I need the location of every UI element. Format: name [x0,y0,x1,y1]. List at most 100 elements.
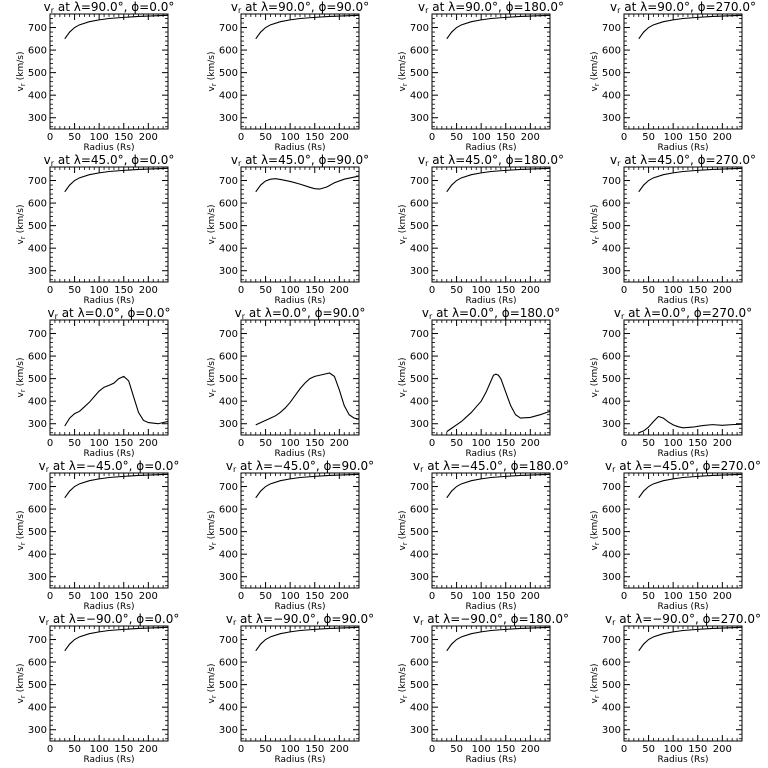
y-axis-label-subscript: r [19,236,27,239]
y-axis-label-subscript: r [401,542,409,545]
x-tick-label: 50 [259,591,272,602]
title-subscript: r [233,465,237,474]
y-tick-label: 700 [410,635,429,646]
y-tick-label: 700 [602,635,621,646]
x-tick-label: 0 [47,132,53,143]
x-tick-label: 200 [521,132,540,143]
y-tick-label: 500 [28,68,47,79]
plot-title: vr at λ=−90.0°, ϕ=0.0° [39,612,180,627]
y-axis-label-subscript: r [19,389,27,392]
plot-title: vr at λ=−45.0°, ϕ=0.0° [39,459,180,474]
x-tick-label: 200 [330,285,349,296]
y-axis-label-subscript: r [593,236,601,239]
x-tick-label: 200 [330,744,349,755]
x-tick-label: 200 [330,132,349,143]
y-axis-label: vr (km/s) [207,358,218,398]
y-axis-label-units: (km/s) [590,205,600,234]
x-tick-label: 200 [330,591,349,602]
y-tick-label: 400 [602,550,621,561]
y-axis-label-symbol: v [16,238,26,244]
x-tick-label: 150 [688,438,707,449]
y-axis-label-symbol: v [398,697,408,703]
y-tick-label: 300 [410,725,429,736]
y-axis-label-units: (km/s) [398,52,408,81]
y-tick-label: 600 [28,352,47,363]
title-symbol: v [413,612,420,626]
plot-frame [49,625,169,742]
x-tick-label: 0 [429,132,435,143]
y-axis-label-subscript: r [210,542,218,545]
y-tick-label: 600 [219,658,238,669]
y-tick-label: 500 [410,374,429,385]
series-line [446,473,550,499]
x-tick-label: 0 [238,591,244,602]
y-tick-label: 600 [602,352,621,363]
x-tick-label: 0 [238,744,244,755]
x-tick-label: 50 [259,132,272,143]
x-tick-label: 50 [642,591,655,602]
y-axis-label-symbol: v [590,85,600,91]
x-tick-label: 200 [139,285,158,296]
y-axis-label-units: (km/s) [16,664,26,693]
title-symbol: v [422,306,429,320]
y-axis-label-subscript: r [401,83,409,86]
x-axis-label: Radius (Rs) [274,296,325,306]
y-axis-label: vr (km/s) [207,511,218,551]
title-subscript: r [425,159,429,168]
y-tick-label: 600 [28,658,47,669]
title-subscript: r [51,6,55,15]
title-subscript: r [51,159,55,168]
y-axis-label-units: (km/s) [16,358,26,387]
plot-frame [49,319,169,436]
x-tick-label: 50 [642,285,655,296]
y-axis-label-units: (km/s) [16,52,26,81]
y-axis-label-units: (km/s) [398,664,408,693]
x-tick-label: 150 [305,132,324,143]
x-tick-label: 150 [496,438,515,449]
y-axis-label: vr (km/s) [16,205,27,245]
x-tick-label: 150 [114,438,133,449]
y-tick-label: 400 [219,397,238,408]
y-tick-label: 500 [602,527,621,538]
y-tick-label: 700 [410,482,429,493]
y-axis-label: vr (km/s) [398,205,409,245]
title-rest: at λ=−45.0°, ϕ=90.0° [236,459,374,473]
x-tick-label: 100 [472,591,491,602]
x-tick-label: 100 [664,591,683,602]
x-tick-label: 200 [713,132,732,143]
x-tick-label: 100 [472,285,491,296]
series-line [446,373,550,433]
x-tick-label: 200 [521,438,540,449]
plot-frame [240,319,360,436]
y-tick-label: 400 [602,397,621,408]
y-tick-label: 300 [219,113,238,124]
title-symbol: v [418,0,425,14]
x-tick-label: 0 [429,744,435,755]
x-tick-label: 0 [621,132,627,143]
y-tick-label: 300 [28,725,47,736]
series-line [638,14,742,40]
y-tick-label: 300 [28,266,47,277]
y-tick-label: 300 [602,419,621,430]
y-axis-label-subscript: r [210,389,218,392]
y-axis-label-subscript: r [19,83,27,86]
plot-frame [49,166,169,283]
title-symbol: v [226,612,233,626]
y-axis-label-subscript: r [401,695,409,698]
x-tick-label: 50 [450,438,463,449]
x-tick-label: 200 [521,285,540,296]
series-line [64,626,168,652]
x-tick-label: 200 [713,744,732,755]
y-axis-label-subscript: r [210,236,218,239]
title-rest: at λ=−45.0°, ϕ=0.0° [49,459,179,473]
y-tick-label: 700 [219,329,238,340]
title-subscript: r [621,312,625,321]
plot-title: vr at λ=−90.0°, ϕ=270.0° [605,612,761,627]
y-tick-label: 500 [219,221,238,232]
y-tick-label: 700 [219,482,238,493]
plot-title: vr at λ=90.0°, ϕ=270.0° [610,0,756,15]
x-tick-label: 200 [521,744,540,755]
